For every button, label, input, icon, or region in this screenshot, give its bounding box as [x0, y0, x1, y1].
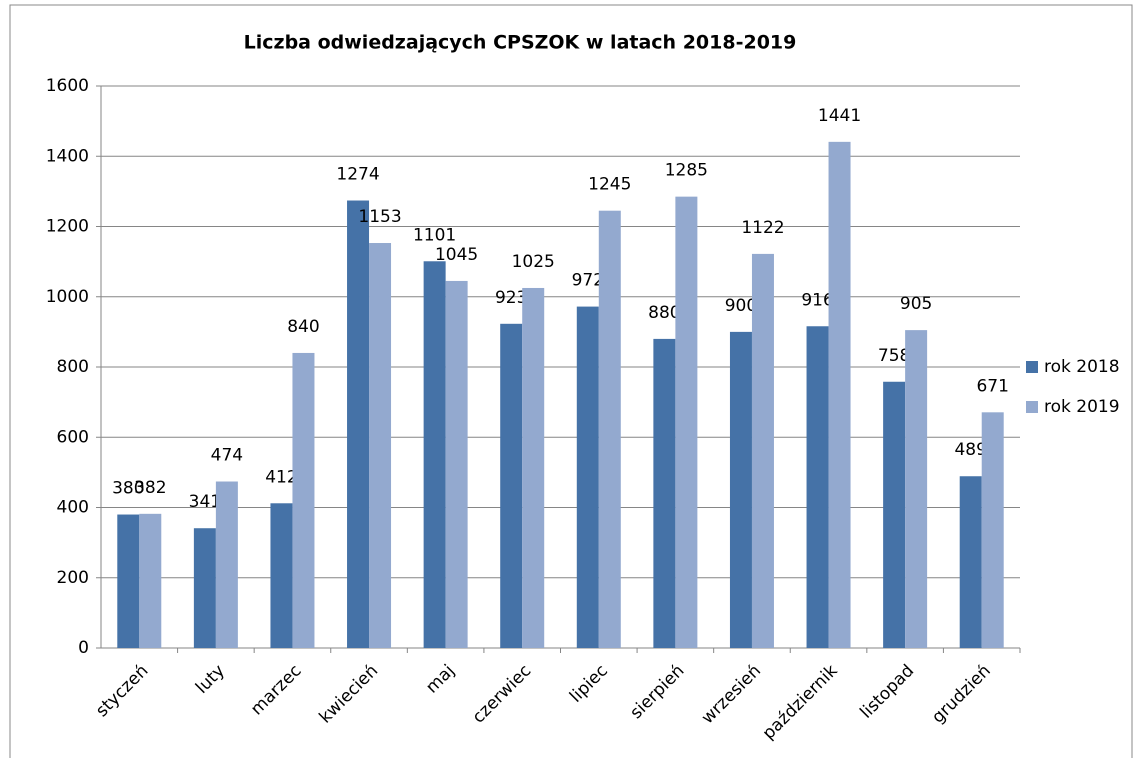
data-label: 1025 [512, 252, 555, 272]
y-tick-label: 200 [57, 568, 89, 588]
data-label: 840 [287, 317, 319, 337]
data-label: 1122 [741, 218, 784, 238]
data-label: 880 [648, 303, 680, 323]
data-label: 380 [112, 479, 144, 499]
data-label: 972 [572, 271, 604, 291]
data-label: 1285 [665, 161, 708, 181]
data-label: 923 [495, 288, 527, 308]
bar [828, 141, 851, 648]
data-label: 671 [976, 376, 1008, 396]
data-label: 1441 [818, 106, 861, 126]
data-label: 916 [801, 290, 833, 310]
data-label: 412 [265, 467, 297, 487]
bar [806, 326, 829, 648]
bar [270, 503, 293, 648]
y-tick-label: 1400 [46, 146, 89, 166]
bar [883, 381, 906, 648]
bar [423, 261, 446, 648]
data-label: 900 [725, 296, 757, 316]
data-label: 341 [189, 492, 221, 512]
y-tick-label: 600 [57, 427, 89, 447]
legend-swatch [1026, 361, 1038, 373]
bar [653, 338, 676, 648]
y-tick-label: 1000 [46, 287, 89, 307]
legend-swatch [1026, 401, 1038, 413]
bar [905, 330, 928, 648]
y-tick-label: 1200 [46, 217, 89, 237]
bar [522, 287, 545, 648]
data-label: 1153 [358, 207, 401, 227]
data-label: 905 [900, 294, 932, 314]
data-label: 1045 [435, 245, 478, 265]
data-label: 489 [954, 440, 986, 460]
bar [981, 412, 1004, 648]
data-label: 1245 [588, 175, 631, 195]
data-label: 1274 [336, 165, 379, 185]
bar [445, 280, 468, 648]
bar [576, 306, 599, 648]
legend-label: rok 2018 [1044, 357, 1120, 377]
data-label: 758 [878, 346, 910, 366]
data-label: 474 [211, 446, 243, 466]
y-tick-label: 1600 [46, 76, 89, 96]
bar [117, 514, 140, 648]
chart-title: Liczba odwiedzających CPSZOK w latach 20… [244, 32, 797, 54]
y-tick-label: 0 [78, 638, 89, 658]
bar [139, 513, 162, 648]
y-tick-label: 800 [57, 357, 89, 377]
bar [729, 331, 752, 648]
bar [193, 528, 216, 648]
bar [675, 196, 698, 649]
bar [598, 210, 621, 648]
legend-label: rok 2019 [1044, 397, 1120, 417]
bar [500, 323, 523, 648]
bar [751, 253, 774, 648]
bar [292, 352, 315, 648]
bar [347, 200, 370, 648]
y-tick-label: 400 [57, 498, 89, 518]
bar [215, 481, 238, 648]
data-label: 1101 [413, 225, 456, 245]
data-label: 382 [134, 478, 166, 498]
bar [959, 476, 982, 648]
bar [369, 243, 392, 649]
